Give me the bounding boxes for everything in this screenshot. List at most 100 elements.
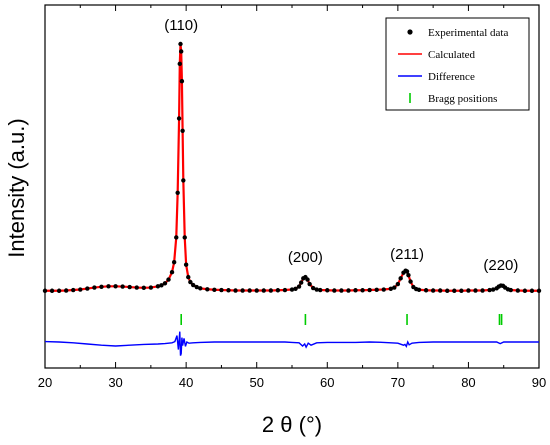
x-tick-label: 40 [179,375,193,390]
experimental-point [360,288,365,293]
experimental-point [332,288,337,293]
experimental-point [159,283,164,288]
experimental-point [92,285,97,290]
experimental-point [398,276,403,281]
experimental-point [289,287,295,292]
experimental-point [155,284,161,289]
experimental-point [120,284,125,289]
experimental-point [233,288,238,293]
experimental-point [254,288,259,293]
experimental-point [325,288,330,293]
experimental-point [181,178,186,183]
difference-line [44,331,539,356]
experimental-point [480,288,485,293]
experimental-point [408,279,413,284]
experimental-point [388,286,393,291]
experimental-point [473,288,478,293]
experimental-point [374,287,379,292]
experimental-point [127,284,132,290]
experimental-point [392,285,397,290]
experimental-point [459,288,464,293]
experimental-point [141,285,146,290]
experimental-point [293,286,298,291]
experimental-point [176,116,182,121]
experimental-point [212,287,217,292]
peak-label: (211) [390,246,424,263]
experimental-point [452,288,457,293]
experimental-point [71,287,76,293]
experimental-point [179,49,184,54]
x-tick-label: 90 [532,375,546,390]
experimental-point [188,279,193,285]
experimental-point [169,269,175,275]
experimental-point [56,288,62,293]
experimental-point [438,288,443,293]
experimental-point [219,287,224,293]
experimental-point [134,285,139,290]
experimental-point [395,281,401,287]
experimental-point [99,284,104,289]
experimental-point [49,288,55,293]
legend-dot [407,29,413,35]
peak-label: (110) [164,17,198,34]
experimental-point [106,284,111,289]
experimental-point [183,262,189,267]
experimental-point [148,285,154,290]
experimental-point [346,288,351,293]
experimental-point [406,272,411,278]
experimental-point [296,284,302,289]
experimental-point [261,288,266,293]
experimental-point [205,287,210,292]
series-layer [42,41,542,356]
y-axis-title: Intensity (a.u.) [4,118,29,257]
peak-label: (200) [288,249,323,266]
experimental-point [367,287,372,293]
legend-label: Experimental data [428,27,508,39]
x-tick-label: 50 [249,375,263,390]
experimental-point [240,288,245,293]
experimental-point [307,281,312,287]
experimental-point [416,287,422,292]
experimental-point [490,287,496,292]
experimental-point [194,284,199,290]
experimental-point [171,260,177,265]
experimental-point [226,288,231,293]
experimental-point [174,235,179,240]
experimental-point [381,287,386,292]
experimental-point [318,287,323,293]
experimental-point [63,288,69,293]
experimental-point [113,284,118,289]
experimental-point [178,41,183,47]
experimental-point [508,287,513,293]
legend-label: Calculated [428,49,476,61]
experimental-point [353,288,358,293]
experimental-point [529,288,535,293]
experimental-point [268,288,274,293]
experimental-point [166,277,171,282]
experimental-point [78,287,83,292]
experimental-point [522,288,528,293]
x-tick-label: 80 [461,375,475,390]
x-tick-label: 30 [108,375,122,390]
x-tick-label: 20 [38,375,52,390]
peak-label: (220) [483,257,518,274]
legend-label: Bragg positions [428,93,497,105]
experimental-point [298,280,304,285]
experimental-point [180,128,185,133]
legend-label: Difference [428,71,475,83]
experimental-point [282,287,288,293]
experimental-point [423,288,429,293]
experimental-point [42,288,48,293]
experimental-point [536,288,542,293]
experimental-point [179,79,185,84]
x-axis-ticks: 20 30 40 50 60 70 80 90 [38,5,546,390]
experimental-point [85,286,90,291]
experimental-point [162,281,168,286]
experimental-point [466,288,471,293]
experimental-point [404,269,410,274]
experimental-point [305,277,310,282]
x-tick-label: 70 [391,375,405,390]
experimental-point [198,286,203,291]
experimental-point [515,288,521,293]
